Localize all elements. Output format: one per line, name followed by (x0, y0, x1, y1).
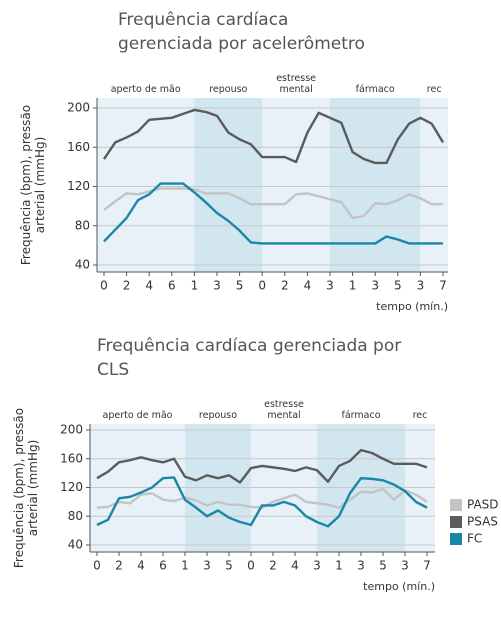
phase-band (97, 98, 195, 272)
phase-band (262, 98, 330, 272)
x-tick-label: 3 (357, 559, 365, 573)
x-tick-label: 3 (326, 279, 334, 293)
y-tick-label: 200 (60, 423, 83, 437)
x-tick-label: 3 (213, 279, 221, 293)
legend-label: FC (467, 532, 482, 546)
x-tick-label: 5 (394, 279, 402, 293)
legend-swatch (450, 533, 462, 545)
series-line (103, 108, 445, 165)
x-tick-label: 6 (168, 279, 176, 293)
phase-label: rec (426, 84, 442, 95)
y-tick-label: 120 (60, 480, 83, 494)
x-tick-label: 4 (137, 559, 145, 573)
series-line (103, 182, 443, 245)
phase-label: fármaco (355, 84, 395, 95)
x-tick-label: 0 (93, 559, 101, 573)
y-axis-label: Frequência (bpm), pressão arterial (mmHg… (12, 407, 40, 569)
phase-label: rec (412, 410, 428, 421)
phase-label: repouso (198, 410, 238, 421)
x-axis-label: tempo (mín.) (363, 580, 435, 593)
x-tick-label: 6 (159, 559, 167, 573)
x-axis-label: tempo (mín.) (376, 300, 448, 313)
x-tick-label: 3 (371, 279, 379, 293)
x-tick-label: 2 (281, 279, 289, 293)
x-tick-label: 3 (203, 559, 211, 573)
x-tick-label: 3 (401, 559, 409, 573)
phase-label: aperto de mão (102, 410, 173, 421)
y-axis-label: Frequência (bpm), pressão arterial (mmHg… (19, 104, 47, 266)
phase-band (194, 98, 263, 272)
x-tick-label: 5 (236, 279, 244, 293)
phase-label: repouso (209, 84, 248, 95)
x-tick-label: 0 (258, 279, 266, 293)
x-tick-label: 3 (417, 279, 425, 293)
y-tick-label: 40 (75, 258, 90, 272)
phase-label: fármaco (341, 410, 381, 421)
x-tick-label: 3 (313, 559, 321, 573)
y-tick-label: 80 (75, 218, 90, 232)
y-tick-label: 120 (67, 179, 90, 193)
x-tick-label: 0 (100, 279, 108, 293)
chart-title: Frequência cardíaca gerenciada por acele… (118, 10, 365, 54)
chart-title: Frequência cardíaca gerenciada por CLS (97, 336, 402, 380)
series-line (96, 448, 428, 484)
y-tick-label: 80 (68, 509, 83, 523)
phase-label: estresse mental (276, 73, 316, 95)
phase-label: aperto de mão (110, 84, 181, 95)
x-tick-label: 1 (349, 279, 357, 293)
x-tick-label: 5 (225, 559, 233, 573)
legend-swatch (450, 499, 462, 511)
legend-swatch (450, 516, 462, 528)
x-tick-label: 1 (335, 559, 343, 573)
y-tick-label: 160 (67, 140, 90, 154)
y-tick-label: 160 (60, 451, 83, 465)
x-tick-label: 0 (247, 559, 255, 573)
series-line (96, 476, 428, 528)
series-line (103, 187, 443, 220)
x-tick-label: 1 (191, 279, 199, 293)
x-tick-label: 4 (145, 279, 153, 293)
y-tick-label: 200 (67, 101, 90, 115)
x-tick-label: 5 (379, 559, 387, 573)
legend-label: PASD (467, 498, 499, 512)
x-tick-label: 4 (291, 559, 299, 573)
x-tick-label: 2 (115, 559, 123, 573)
x-tick-label: 4 (304, 279, 312, 293)
x-tick-label: 7 (423, 559, 431, 573)
y-tick-label: 40 (68, 538, 83, 552)
phase-band (330, 98, 421, 272)
x-tick-label: 7 (439, 279, 447, 293)
x-tick-label: 2 (123, 279, 131, 293)
x-tick-label: 2 (269, 559, 277, 573)
legend-label: PSAS (467, 515, 498, 529)
phase-label: estresse mental (264, 399, 304, 421)
x-tick-label: 1 (181, 559, 189, 573)
phase-band (420, 98, 448, 272)
